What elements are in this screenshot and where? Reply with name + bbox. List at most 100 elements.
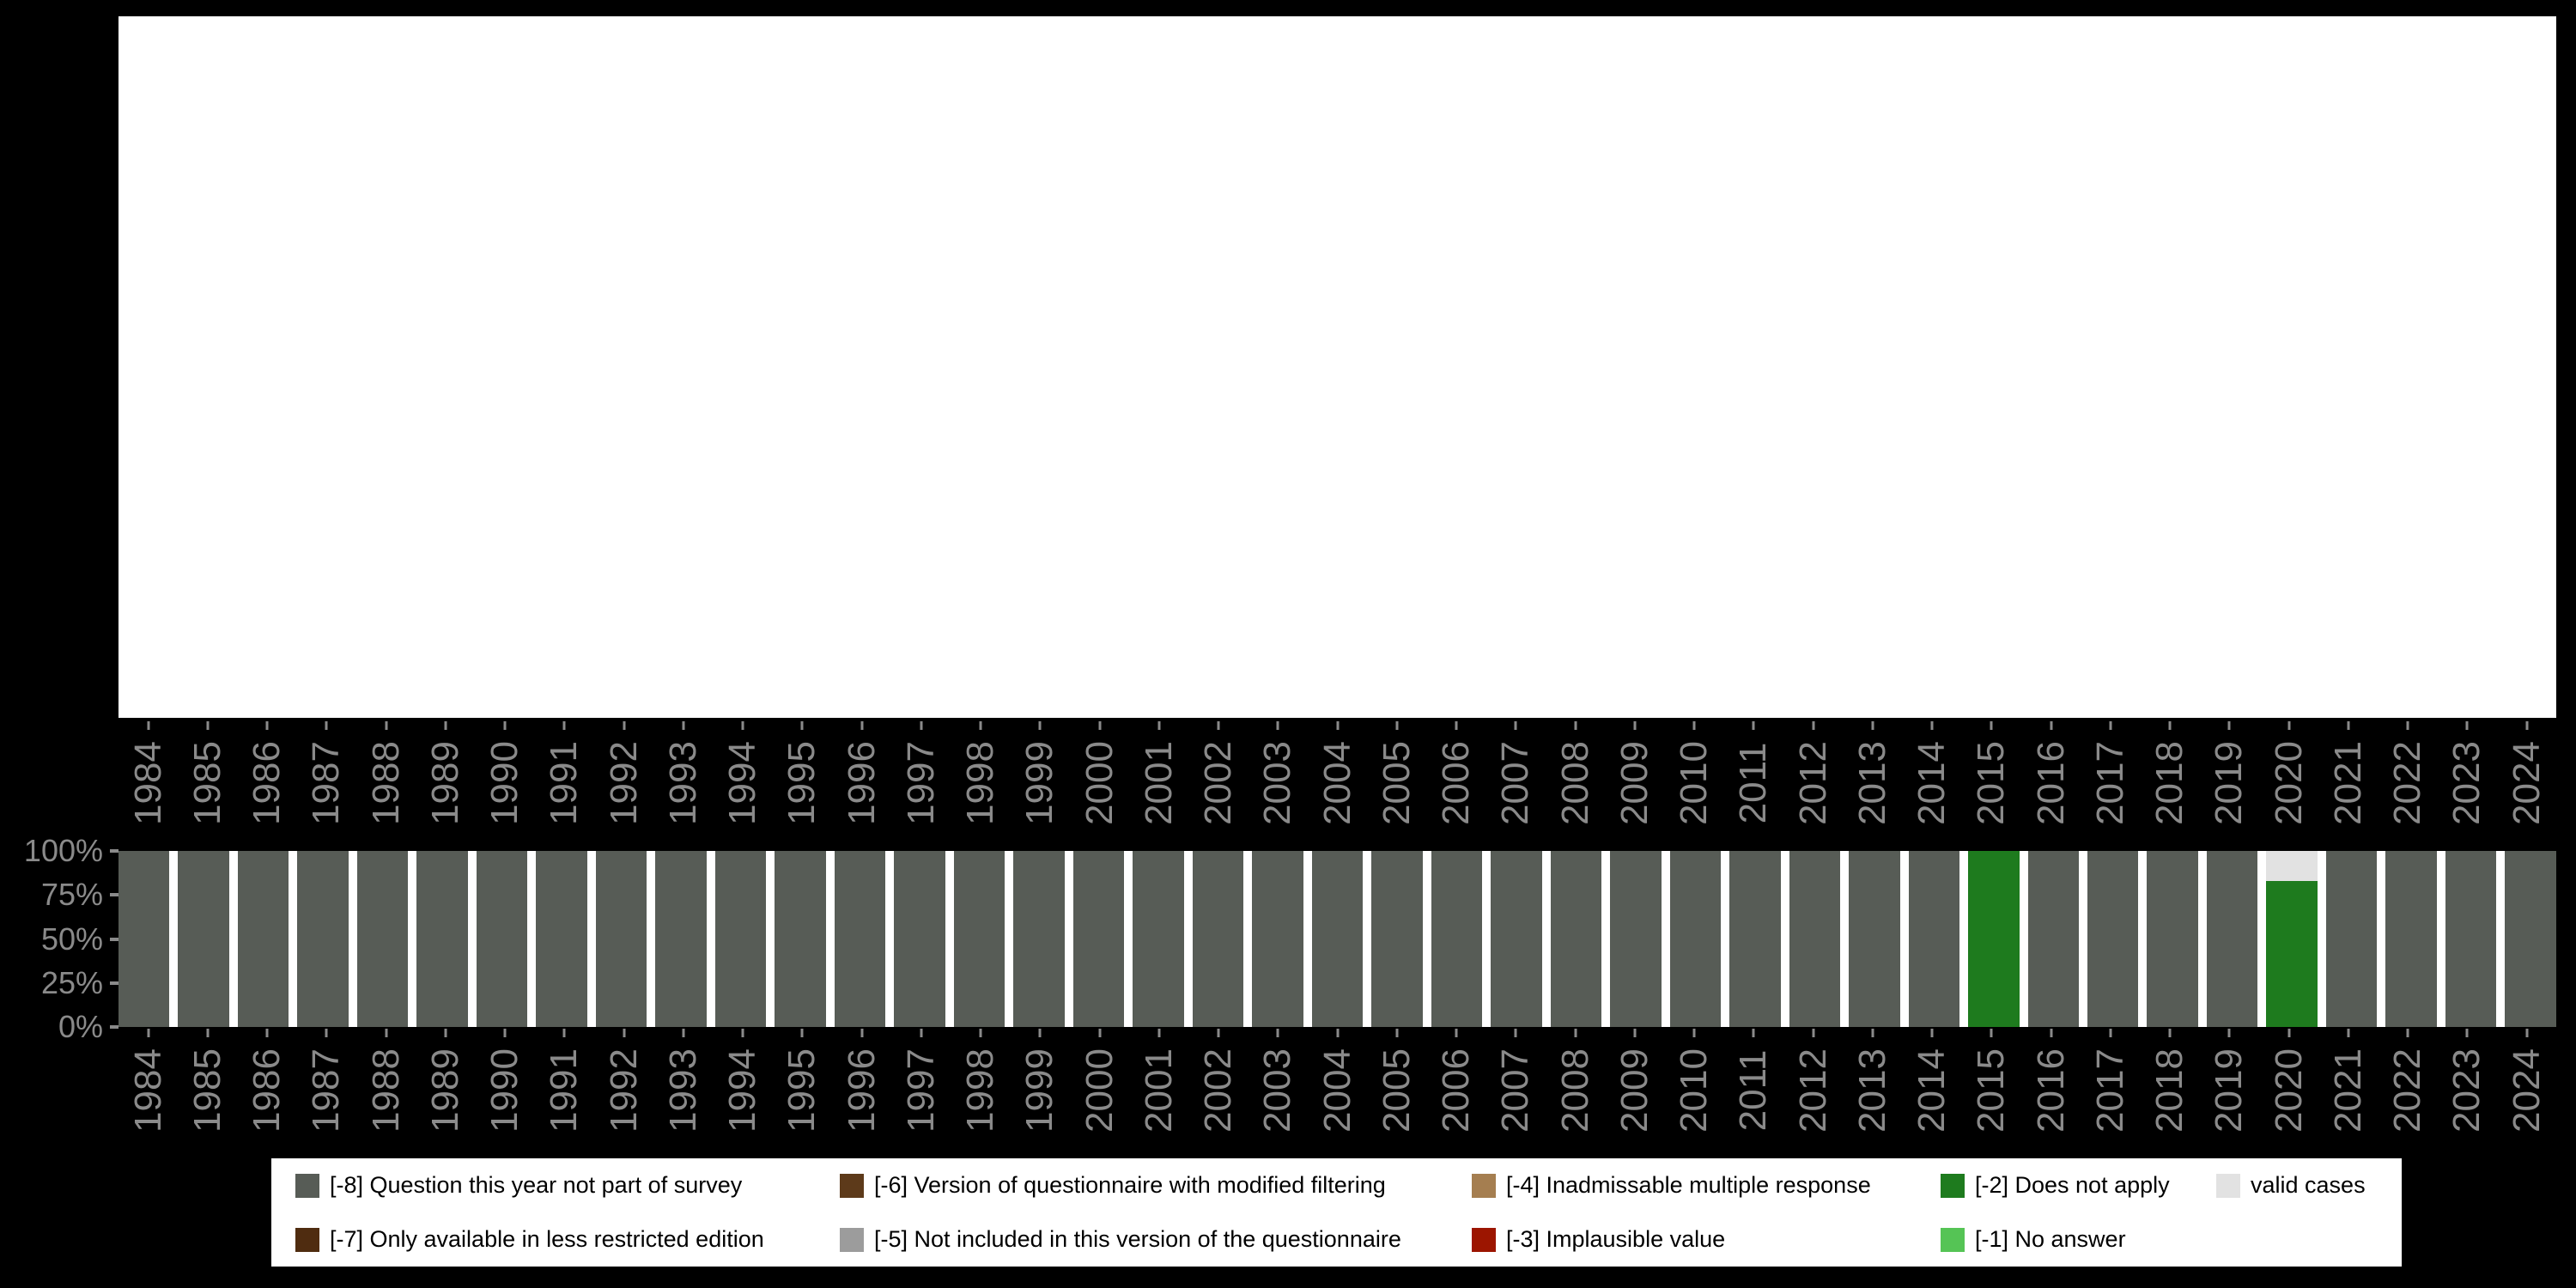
bar-segment-1999	[1013, 851, 1065, 1027]
bar-2024	[2505, 851, 2556, 1027]
x-axis-label-cell-1998: 1998	[951, 721, 1011, 833]
x-axis-tick	[979, 1029, 982, 1037]
legend-item--5: [-5] Not included in this version of the…	[840, 1226, 1472, 1253]
x-axis-year-label: 2006	[1435, 1048, 1478, 1133]
x-axis-tick	[2050, 721, 2053, 730]
x-axis-year-label: 2014	[1911, 741, 1953, 825]
bar-2015	[1968, 851, 2020, 1027]
legend-label--2: [-2] Does not apply	[1975, 1172, 2170, 1198]
x-axis-label-cell-2001: 2001	[1129, 721, 1188, 833]
x-axis-tick	[1217, 1029, 1220, 1037]
x-axis-tick	[2168, 1029, 2172, 1037]
x-axis-year-label: 1986	[246, 741, 289, 825]
legend-label--8: [-8] Question this year not part of surv…	[330, 1172, 743, 1198]
x-axis-tick	[147, 721, 150, 730]
x-axis-label-cell-2022: 2022	[2379, 1029, 2438, 1140]
bar-2016	[2027, 851, 2079, 1027]
x-axis-label-cell-2015: 2015	[1962, 721, 2021, 833]
x-axis-year-label: 1998	[959, 1048, 1002, 1133]
bar-segment-2022	[2385, 851, 2437, 1027]
x-axis-label-cell-2010: 2010	[1665, 1029, 1724, 1140]
legend-label--7: [-7] Only available in less restricted e…	[330, 1226, 764, 1252]
x-axis-tick	[2406, 721, 2409, 730]
x-axis-year-label: 2017	[2088, 1048, 2131, 1133]
bar-segment-2007	[1491, 851, 1542, 1027]
x-axis-tick	[2109, 721, 2112, 730]
x-axis-year-label: 2007	[1494, 741, 1537, 825]
x-axis-tick	[1038, 721, 1042, 730]
y-tick-25: 25%	[41, 965, 118, 1001]
legend-swatch--8	[295, 1173, 319, 1198]
x-axis-label-cell-1996: 1996	[832, 1029, 891, 1140]
x-axis-tick	[1633, 721, 1637, 730]
x-axis-label-cell-2005: 2005	[1367, 721, 1426, 833]
bar-segment-2018	[2147, 851, 2198, 1027]
bar-segment-1985	[178, 851, 229, 1027]
x-axis-year-label: 1990	[483, 1048, 526, 1133]
x-axis-tick	[623, 721, 626, 730]
x-axis-label-cell-2008: 2008	[1546, 1029, 1605, 1140]
x-axis-tick	[1276, 721, 1279, 730]
x-axis-label-cell-2006: 2006	[1427, 1029, 1486, 1140]
x-axis-label-cell-1999: 1999	[1011, 721, 1070, 833]
x-axis-year-label: 2003	[1256, 1048, 1299, 1133]
x-axis-year-label: 1987	[305, 1048, 348, 1133]
y-tick-0: 0%	[58, 1009, 118, 1045]
x-axis-label-cell-2022: 2022	[2379, 721, 2438, 833]
x-axis-label-cell-1985: 1985	[178, 721, 237, 833]
x-axis-year-label: 1995	[781, 741, 823, 825]
x-axis-tick	[1692, 721, 1696, 730]
bar-segment-1998	[953, 851, 1005, 1027]
bar-2019	[2206, 851, 2258, 1027]
x-axis-year-label: 2011	[1732, 742, 1775, 824]
x-axis-year-label: 1984	[126, 741, 169, 825]
x-axis-year-label: 2004	[1315, 1048, 1358, 1133]
x-axis-tick	[979, 721, 982, 730]
x-axis-tick	[2227, 721, 2231, 730]
x-axis-year-label: 1991	[543, 741, 586, 825]
x-axis-year-label: 2020	[2267, 741, 2310, 825]
x-axis-year-label: 2004	[1315, 741, 1358, 825]
x-axis-year-label: 1997	[899, 741, 942, 825]
x-axis-tick	[1692, 1029, 1696, 1037]
x-axis-label-cell-2021: 2021	[2318, 1029, 2378, 1140]
bar-segment-2006	[1431, 851, 1483, 1027]
bar-segment-2024	[2505, 851, 2556, 1027]
x-axis-label-cell-2012: 2012	[1783, 1029, 1843, 1140]
bar-1994	[714, 851, 767, 1027]
x-axis-tick	[2347, 1029, 2350, 1037]
legend-swatch--6	[840, 1173, 864, 1198]
x-axis-label-cell-2019: 2019	[2200, 721, 2259, 833]
x-axis-tick	[1217, 721, 1220, 730]
bar-segment-2013	[1849, 851, 1900, 1027]
bar-segment-2003	[1252, 851, 1303, 1027]
x-axis-year-label: 2012	[1791, 741, 1834, 825]
legend-swatch--2	[1941, 1173, 1965, 1198]
x-axis-label-cell-1988: 1988	[356, 1029, 416, 1140]
y-tick-label: 0%	[58, 1009, 103, 1044]
x-axis-tick	[1812, 1029, 1815, 1037]
x-axis-year-label: 2001	[1137, 1048, 1180, 1133]
x-axis-tick	[385, 1029, 388, 1037]
bar-2003	[1252, 851, 1303, 1027]
bar-2008	[1550, 851, 1602, 1027]
x-axis-tick	[2050, 1029, 2053, 1037]
legend-label--6: [-6] Version of questionnaire with modif…	[874, 1172, 1386, 1198]
x-axis-label-cell-2018: 2018	[2141, 1029, 2200, 1140]
legend-item--7: [-7] Only available in less restricted e…	[295, 1226, 840, 1253]
x-axis-tick	[1574, 721, 1577, 730]
x-axis-label-cell-2003: 2003	[1249, 721, 1308, 833]
legend-label--4: [-4] Inadmissable multiple response	[1506, 1172, 1871, 1198]
x-axis-year-label: 2021	[2326, 741, 2369, 825]
x-axis-year-label: 2023	[2445, 741, 2488, 825]
x-axis-tick	[1395, 1029, 1399, 1037]
x-axis-tick	[265, 1029, 269, 1037]
x-axis-label-cell-2007: 2007	[1486, 721, 1546, 833]
x-axis-tick	[265, 721, 269, 730]
x-axis-year-label: 1985	[185, 741, 228, 825]
x-axis-tick	[682, 721, 685, 730]
x-axis-year-label: 2003	[1256, 741, 1299, 825]
bar-2023	[2445, 851, 2497, 1027]
x-axis-year-label: 2005	[1375, 1048, 1418, 1133]
x-axis-year-label: 2024	[2505, 1048, 2548, 1133]
